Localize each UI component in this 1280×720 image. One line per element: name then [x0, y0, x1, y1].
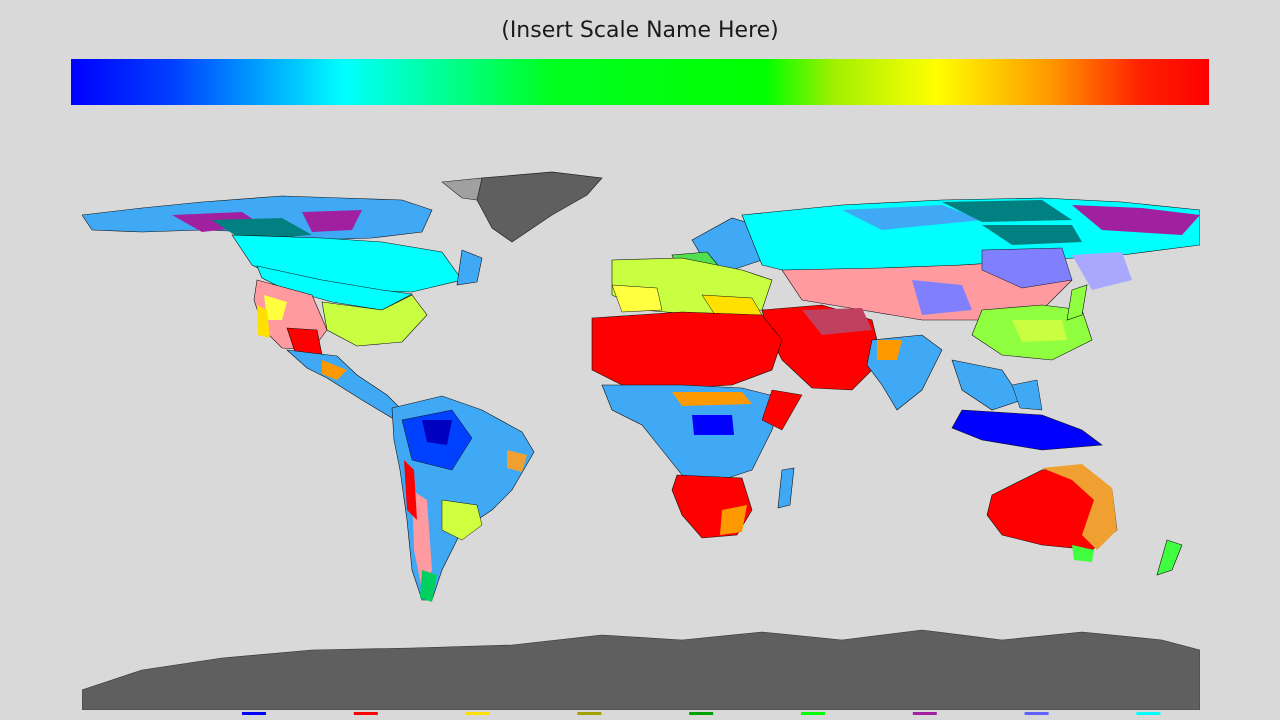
- mexico: [286, 349, 403, 419]
- legend-swatch: [577, 712, 602, 715]
- climate-legend-strip: [242, 712, 1161, 715]
- greenland-icecap: [476, 171, 603, 243]
- legend-swatch: [465, 712, 490, 715]
- usa-east: [321, 294, 428, 347]
- world-map: [82, 170, 1200, 710]
- japan: [1066, 284, 1088, 321]
- madagascar: [777, 467, 795, 509]
- legend-swatch: [1024, 712, 1049, 715]
- antarctica: [82, 629, 1200, 710]
- legend-swatch: [353, 712, 378, 715]
- scale-title: (Insert Scale Name Here): [501, 18, 779, 43]
- legend-swatch: [801, 712, 825, 715]
- legend-swatch: [1136, 712, 1161, 715]
- southeast-asia: [951, 359, 1023, 411]
- legend-swatch: [689, 712, 714, 715]
- color-scale-bar: [71, 59, 1209, 105]
- legend-swatch: [242, 712, 266, 715]
- legend-swatch: [912, 712, 937, 715]
- africa-north: [591, 311, 783, 389]
- new-zealand: [1156, 539, 1183, 576]
- africa-central: [601, 384, 783, 481]
